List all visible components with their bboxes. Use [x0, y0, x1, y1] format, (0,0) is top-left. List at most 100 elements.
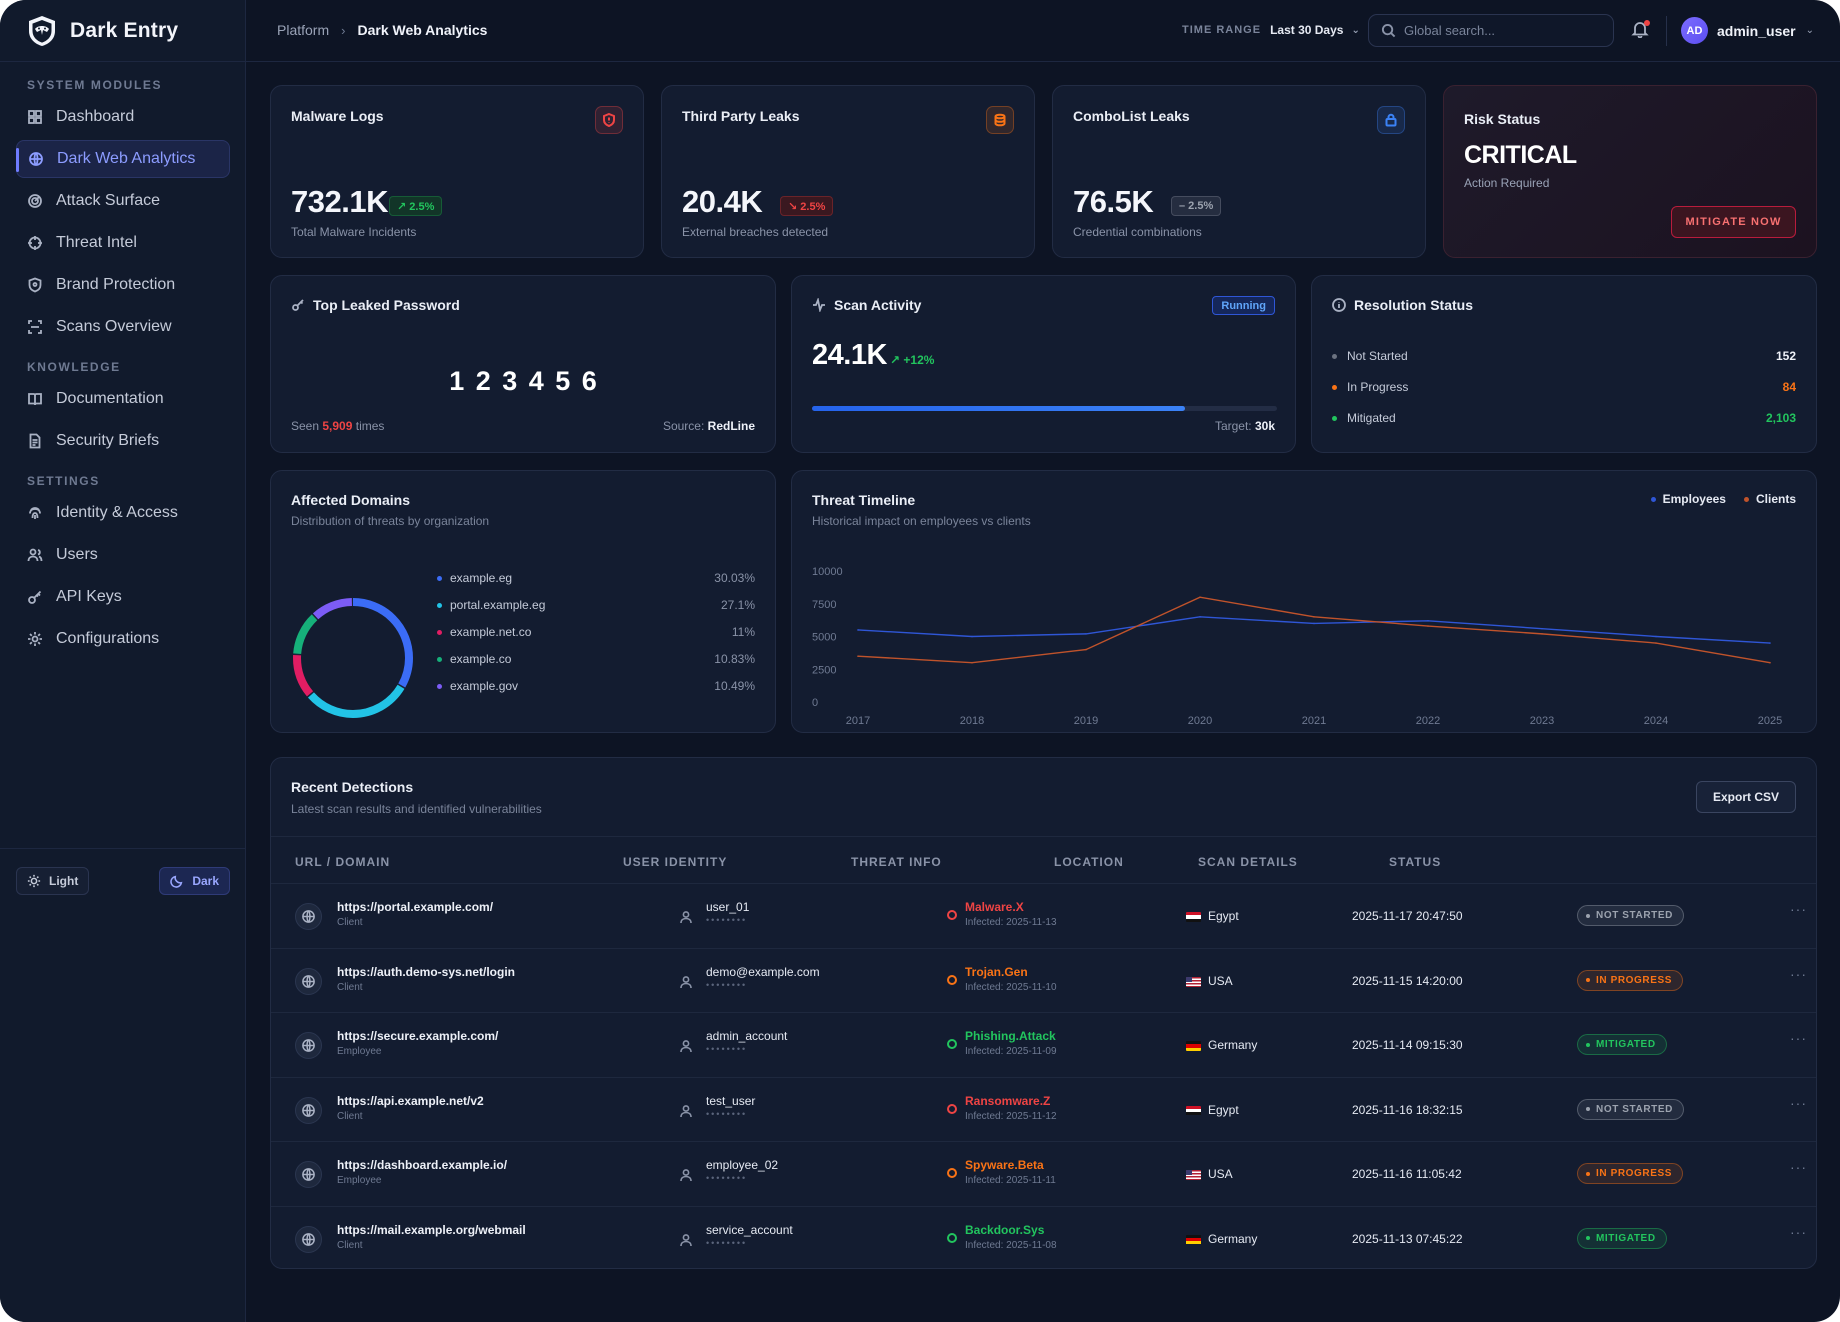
- url-link[interactable]: https://dashboard.example.io/: [337, 1158, 508, 1172]
- more-options-icon[interactable]: ···: [1790, 901, 1807, 917]
- data-point: [971, 661, 973, 664]
- table-row[interactable]: https://mail.example.org/webmail Client se…: [271, 1205, 1816, 1270]
- status-badge: MITIGATED: [1577, 1227, 1667, 1249]
- search-input[interactable]: [1404, 23, 1604, 38]
- globe-icon: [295, 1032, 322, 1059]
- threat-name[interactable]: Malware.X: [965, 900, 1024, 914]
- nav-section-label: SETTINGS: [27, 474, 100, 488]
- sidebar-item-dashboard[interactable]: Dashboard: [16, 98, 230, 136]
- column-header: SCAN DETAILS: [1198, 855, 1298, 869]
- top-password-title-text: Top Leaked Password: [313, 297, 460, 313]
- url-link[interactable]: https://mail.example.org/webmail: [337, 1222, 526, 1237]
- masked-credential: ••••••••: [706, 1108, 748, 1119]
- user-menu[interactable]: AD admin_user ⌄: [1681, 17, 1814, 44]
- status-dot: [1332, 416, 1337, 421]
- threat-name[interactable]: Phishing.Attack: [965, 1029, 1056, 1043]
- activity-icon: [813, 298, 825, 312]
- chevron-down-icon: ⌄: [1351, 24, 1361, 36]
- globe-icon: [295, 1096, 322, 1124]
- sidebar-item-scans-overview[interactable]: Scans Overview: [16, 308, 230, 346]
- url-link[interactable]: https://portal.example.com/: [337, 900, 494, 914]
- domain-percent: 10.49%: [714, 679, 755, 693]
- donut-slice[interactable]: [293, 598, 413, 718]
- more-options-icon[interactable]: ···: [1790, 1030, 1807, 1046]
- threat-name[interactable]: Backdoor.Sys: [965, 1222, 1045, 1237]
- table-row[interactable]: https://dashboard.example.io/Employee emp…: [271, 1141, 1816, 1205]
- scan-timestamp: 2025-11-16 18:32:15: [1352, 1102, 1463, 1117]
- seen-prefix: Seen: [291, 419, 320, 433]
- series-line-employees: [857, 616, 1771, 644]
- x-tick-label: 2019: [1074, 715, 1098, 727]
- table-row[interactable]: https://api.example.net/v2 Client test_use…: [271, 1076, 1816, 1141]
- status-badge: NOT STARTED: [1577, 1098, 1684, 1120]
- kpi-value: 20.4K: [682, 184, 763, 219]
- kpi-title: Malware Logs: [291, 108, 384, 124]
- sidebar-item-label: Attack Surface: [56, 192, 161, 209]
- shield-icon: [27, 277, 43, 293]
- more-options-icon[interactable]: ···: [1790, 1223, 1807, 1240]
- notifications-button[interactable]: [1631, 20, 1651, 40]
- domains-title: Affected Domains: [291, 492, 411, 508]
- sidebar-item-dark-web-analytics[interactable]: Dark Web Analytics: [16, 140, 230, 178]
- legend-item[interactable]: Clients: [1743, 492, 1796, 506]
- gear-icon: [27, 631, 43, 647]
- export-csv-button[interactable]: Export CSV: [1696, 781, 1796, 813]
- theme-dark-button[interactable]: Dark: [159, 866, 230, 895]
- donut-slice[interactable]: [293, 598, 413, 718]
- threat-name[interactable]: Trojan.Gen: [965, 964, 1028, 979]
- sidebar-item-api-keys[interactable]: API Keys: [16, 578, 230, 616]
- more-options-icon[interactable]: ···: [1790, 1094, 1807, 1111]
- status-dot: [1586, 1171, 1590, 1176]
- target-label: Target:: [1214, 419, 1252, 433]
- table-row[interactable]: https://secure.example.com/Employee admin…: [271, 1012, 1816, 1076]
- theme-light-button[interactable]: Light: [16, 866, 90, 895]
- breadcrumb-platform[interactable]: Platform: [277, 22, 330, 38]
- status-text: NOT STARTED: [1596, 1103, 1673, 1115]
- sidebar-item-attack-surface[interactable]: Attack Surface: [16, 182, 230, 220]
- sidebar-item-security-briefs[interactable]: Security Briefs: [16, 422, 230, 460]
- brand[interactable]: Dark Entry: [0, 0, 245, 62]
- data-point: [971, 635, 973, 638]
- sidebar-item-identity-access[interactable]: Identity & Access: [16, 494, 230, 532]
- url-type: Employee: [337, 1046, 382, 1057]
- y-tick-label: 10000: [812, 566, 843, 578]
- time-range-label: TIME RANGE: [1182, 24, 1262, 36]
- scan-timestamp: 2025-11-16 11:05:42: [1352, 1167, 1462, 1181]
- status-dot: [1586, 1236, 1590, 1240]
- more-options-icon[interactable]: ···: [1790, 1159, 1807, 1175]
- domain-label: example.net.co: [450, 625, 532, 639]
- more-options-icon[interactable]: ···: [1790, 965, 1807, 982]
- table-row[interactable]: https://auth.demo-sys.net/login Client dem…: [271, 947, 1816, 1012]
- legend-item[interactable]: Employees: [1650, 492, 1726, 506]
- threat-name[interactable]: Spyware.Beta: [965, 1158, 1044, 1172]
- sidebar-item-configurations[interactable]: Configurations: [16, 620, 230, 658]
- url-link[interactable]: https://auth.demo-sys.net/login: [337, 964, 516, 979]
- column-header: URL / DOMAIN: [295, 855, 391, 869]
- data-point: [1313, 622, 1315, 625]
- resolution-value: 84: [1782, 380, 1796, 394]
- info-icon: [1332, 298, 1346, 312]
- table-row[interactable]: https://portal.example.com/Client user_01…: [271, 883, 1816, 947]
- url-link[interactable]: https://api.example.net/v2: [337, 1093, 484, 1108]
- sidebar-item-threat-intel[interactable]: Threat Intel: [16, 224, 230, 262]
- scan-activity-card: Scan Activity Running 24.1K ↗ +12% Targe…: [791, 275, 1296, 453]
- threat-name[interactable]: Ransomware.Z: [965, 1093, 1051, 1108]
- flag-stripe: [1186, 1108, 1201, 1113]
- combolist-leaks-card: ComboList Leaks 76.5K – 2.5% Credential com…: [1052, 85, 1426, 258]
- third-party-leaks-card: Third Party Leaks 20.4K ↘ 2.5% External bre…: [661, 85, 1035, 258]
- y-tick-label: 0: [812, 697, 818, 709]
- url-link[interactable]: https://secure.example.com/: [337, 1029, 499, 1043]
- sidebar-item-users[interactable]: Users: [16, 536, 230, 574]
- time-range-select[interactable]: TIME RANGE Last 30 Days ⌄: [1182, 23, 1361, 37]
- mitigate-now-button[interactable]: MITIGATE NOW: [1671, 206, 1796, 238]
- kpi-title: Third Party Leaks: [682, 108, 800, 124]
- sidebar-item-brand-protection[interactable]: Brand Protection: [16, 266, 230, 304]
- username: admin_user: [1717, 22, 1796, 39]
- scan-icon: [27, 319, 43, 335]
- legend-dot: [1650, 496, 1656, 502]
- donut-slice[interactable]: [293, 598, 413, 718]
- user-icon: [680, 975, 692, 989]
- sidebar-item-documentation[interactable]: Documentation: [16, 380, 230, 418]
- x-tick-label: 2024: [1644, 715, 1668, 727]
- y-tick-label: 7500: [812, 599, 836, 611]
